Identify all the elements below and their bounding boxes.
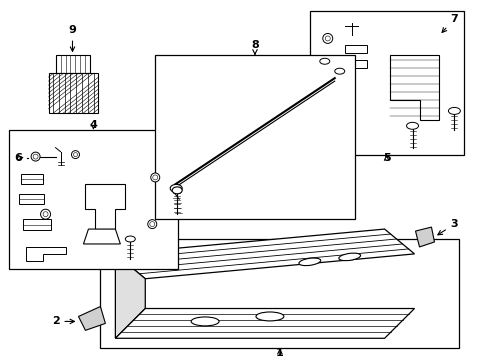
Ellipse shape bbox=[152, 175, 158, 180]
Ellipse shape bbox=[338, 253, 360, 261]
Text: 8: 8 bbox=[250, 40, 258, 54]
Polygon shape bbox=[415, 227, 433, 247]
Bar bbox=[22, 219, 50, 230]
Polygon shape bbox=[115, 309, 414, 338]
Text: 2: 2 bbox=[52, 316, 74, 327]
Ellipse shape bbox=[125, 236, 135, 242]
Bar bbox=[309, 11, 464, 154]
Text: 6: 6 bbox=[15, 153, 22, 163]
Polygon shape bbox=[83, 229, 120, 244]
Bar bbox=[19, 194, 43, 204]
Ellipse shape bbox=[73, 153, 77, 157]
Polygon shape bbox=[389, 55, 439, 120]
Text: 4: 4 bbox=[89, 120, 97, 130]
Ellipse shape bbox=[322, 33, 332, 44]
Text: 9: 9 bbox=[68, 26, 76, 51]
Bar bbox=[344, 60, 366, 68]
Ellipse shape bbox=[191, 317, 219, 326]
Polygon shape bbox=[78, 306, 105, 330]
Ellipse shape bbox=[334, 68, 344, 74]
Ellipse shape bbox=[255, 312, 284, 321]
Ellipse shape bbox=[41, 209, 50, 219]
Polygon shape bbox=[25, 247, 65, 261]
Text: 3: 3 bbox=[437, 219, 457, 235]
Bar bbox=[155, 55, 354, 219]
Bar bbox=[20, 175, 42, 184]
Ellipse shape bbox=[298, 258, 320, 266]
Ellipse shape bbox=[33, 154, 38, 159]
Ellipse shape bbox=[447, 107, 459, 114]
Polygon shape bbox=[115, 254, 145, 338]
Text: 1: 1 bbox=[275, 348, 283, 358]
Text: 5: 5 bbox=[382, 153, 389, 163]
Ellipse shape bbox=[150, 173, 160, 182]
Polygon shape bbox=[85, 184, 125, 229]
Bar bbox=[344, 45, 366, 53]
Ellipse shape bbox=[172, 187, 182, 194]
Ellipse shape bbox=[325, 36, 329, 41]
Ellipse shape bbox=[71, 150, 80, 158]
Ellipse shape bbox=[406, 122, 418, 129]
Ellipse shape bbox=[319, 58, 329, 64]
Ellipse shape bbox=[170, 184, 182, 192]
Bar bbox=[56, 55, 90, 73]
Ellipse shape bbox=[43, 212, 48, 217]
Ellipse shape bbox=[31, 152, 40, 161]
Bar bbox=[9, 130, 178, 269]
Text: 7: 7 bbox=[441, 14, 457, 32]
Ellipse shape bbox=[149, 222, 154, 226]
Bar bbox=[100, 239, 458, 348]
Polygon shape bbox=[115, 229, 414, 279]
Bar bbox=[48, 73, 98, 113]
Ellipse shape bbox=[147, 220, 157, 229]
